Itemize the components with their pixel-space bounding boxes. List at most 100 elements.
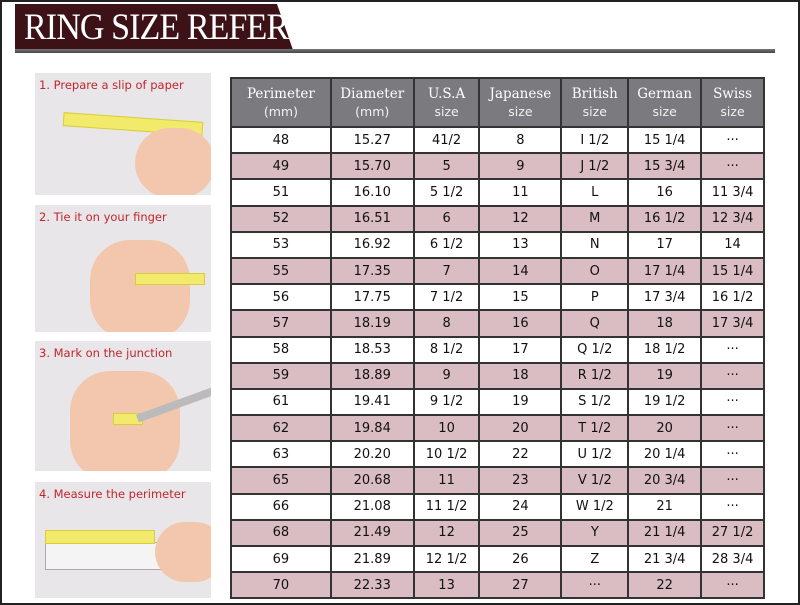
table-row: 70 22.33 13 27 ··· 22 ··· bbox=[230, 571, 765, 600]
table-cell: 58 bbox=[230, 335, 332, 364]
table-cell: 68 bbox=[230, 518, 332, 548]
column-header-unit: size bbox=[652, 103, 677, 119]
column-header-unit: size bbox=[720, 103, 745, 119]
column-header: Japanese size bbox=[478, 77, 563, 128]
table-row: 57 18.19 8 16 Q 18 17 3/4 bbox=[230, 309, 765, 338]
table-cell: 20 3/4 bbox=[627, 466, 703, 495]
table-cell: 12 1/2 bbox=[412, 544, 481, 574]
table-row: 55 17.35 7 14 O 17 1/4 15 1/4 bbox=[230, 256, 765, 286]
table-cell: Q bbox=[560, 309, 630, 338]
step-4-panel: 4. Measure the perimeter bbox=[35, 482, 211, 598]
table-cell: L bbox=[560, 178, 630, 207]
table-cell: 57 bbox=[230, 309, 332, 338]
table-cell: 19 1/2 bbox=[627, 387, 703, 417]
column-header-name: Perimeter bbox=[246, 85, 315, 102]
table-cell: 10 bbox=[412, 414, 481, 443]
table-cell: ··· bbox=[700, 335, 765, 364]
table-cell: ··· bbox=[700, 361, 765, 390]
column-header-unit: size bbox=[582, 103, 607, 119]
table-cell: 8 1/2 bbox=[412, 335, 481, 364]
table-cell: 17 bbox=[478, 335, 563, 364]
table-cell: 11 3/4 bbox=[700, 178, 765, 207]
column-header: Diameter (mm) bbox=[329, 77, 415, 128]
page-title: RING SIZE REFERENCE bbox=[24, 7, 374, 48]
table-cell: 62 bbox=[230, 414, 332, 443]
table-cell: 59 bbox=[230, 361, 332, 390]
table-cell: 8 bbox=[478, 125, 563, 155]
table-cell: 61 bbox=[230, 387, 332, 417]
table-cell: 18.19 bbox=[329, 309, 415, 338]
table-cell: P bbox=[560, 283, 630, 312]
table-cell: Y bbox=[560, 518, 630, 548]
table-cell: 9 bbox=[478, 152, 563, 181]
table-cell: S 1/2 bbox=[560, 387, 630, 417]
table-cell: J 1/2 bbox=[560, 152, 630, 181]
table-cell: 18 bbox=[478, 361, 563, 390]
table-cell: 21 bbox=[627, 492, 703, 521]
table-row: 52 16.51 6 12 M 16 1/2 12 3/4 bbox=[230, 204, 765, 233]
table-row: 59 18.89 9 18 R 1/2 19 ··· bbox=[230, 361, 765, 390]
table-row: 63 20.20 10 1/2 22 U 1/2 20 1/4 ··· bbox=[230, 440, 765, 469]
hand-image bbox=[90, 240, 190, 332]
table-cell: 21 1/4 bbox=[627, 518, 703, 548]
hand-image bbox=[155, 522, 211, 582]
table-cell: R 1/2 bbox=[560, 361, 630, 390]
table-cell: 14 bbox=[478, 256, 563, 286]
table-cell: 56 bbox=[230, 283, 332, 312]
hand-image bbox=[135, 128, 211, 195]
paper-strip-image bbox=[45, 530, 155, 544]
table-cell: I 1/2 bbox=[560, 125, 630, 155]
table-cell: ··· bbox=[700, 152, 765, 181]
table-cell: ··· bbox=[700, 387, 765, 417]
column-header-unit: size bbox=[434, 103, 459, 119]
column-header-name: Diameter bbox=[340, 85, 405, 102]
table-cell: 12 bbox=[478, 204, 563, 233]
table-cell: 15.70 bbox=[329, 152, 415, 181]
table-cell: 6 bbox=[412, 204, 481, 233]
table-cell: 13 bbox=[412, 571, 481, 600]
table-cell: 14 bbox=[700, 230, 765, 259]
table-cell: 10 1/2 bbox=[412, 440, 481, 469]
table-cell: 69 bbox=[230, 544, 332, 574]
step-3-panel: 3. Mark on the junction bbox=[35, 341, 211, 471]
table-cell: 27 bbox=[478, 571, 563, 600]
table-cell: 22.33 bbox=[329, 571, 415, 600]
column-header-name: British bbox=[571, 85, 618, 102]
table-cell: 20 bbox=[627, 414, 703, 443]
table-row: 61 19.41 9 1/2 19 S 1/2 19 1/2 ··· bbox=[230, 387, 765, 417]
table-cell: 63 bbox=[230, 440, 332, 469]
table-cell: O bbox=[560, 256, 630, 286]
table-cell: T 1/2 bbox=[560, 414, 630, 443]
table-cell: ··· bbox=[700, 440, 765, 469]
table-cell: 21 3/4 bbox=[627, 544, 703, 574]
paper-strip-image bbox=[135, 273, 205, 285]
table-cell: 51 bbox=[230, 178, 332, 207]
step-1-caption: 1. Prepare a slip of paper bbox=[39, 78, 184, 92]
table-cell: 48 bbox=[230, 125, 332, 155]
table-cell: Q 1/2 bbox=[560, 335, 630, 364]
step-2-panel: 2. Tie it on your finger bbox=[35, 205, 211, 332]
table-cell: 18 bbox=[627, 309, 703, 338]
table-cell: 16.10 bbox=[329, 178, 415, 207]
table-cell: 17 3/4 bbox=[627, 283, 703, 312]
table-cell: 16 bbox=[478, 309, 563, 338]
table-cell: 11 1/2 bbox=[412, 492, 481, 521]
table-cell: 65 bbox=[230, 466, 332, 495]
table-cell: 15 1/4 bbox=[627, 125, 703, 155]
column-header: Swiss size bbox=[700, 77, 765, 128]
table-cell: ··· bbox=[700, 414, 765, 443]
table-cell: 20 bbox=[478, 414, 563, 443]
table-cell: ··· bbox=[700, 571, 765, 600]
table-row: 58 18.53 8 1/2 17 Q 1/2 18 1/2 ··· bbox=[230, 335, 765, 364]
column-header: German size bbox=[627, 77, 703, 128]
ring-size-table: Perimeter (mm) Diameter (mm) U.S.A size Japane… bbox=[230, 77, 765, 600]
step-1-panel: 1. Prepare a slip of paper bbox=[35, 73, 211, 195]
table-cell: 7 bbox=[412, 256, 481, 286]
table-cell: 52 bbox=[230, 204, 332, 233]
table-cell: 53 bbox=[230, 230, 332, 259]
column-header-unit: (mm) bbox=[355, 103, 390, 119]
table-cell: 28 3/4 bbox=[700, 544, 765, 574]
table-cell: 19 bbox=[478, 387, 563, 417]
column-header-name: German bbox=[637, 85, 693, 102]
